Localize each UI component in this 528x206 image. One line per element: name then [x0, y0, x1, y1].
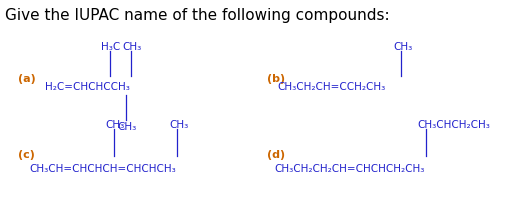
- Text: CH₃CH=CHCHCH=CHCHCH₃: CH₃CH=CHCHCH=CHCHCH₃: [29, 163, 176, 173]
- Text: CH₃: CH₃: [169, 120, 188, 130]
- Text: H₃C: H₃C: [101, 41, 120, 51]
- Text: CH₃CHCH₂CH₃: CH₃CHCH₂CH₃: [417, 120, 490, 130]
- Text: CH₃CH₂CH₂CH=CHCHCH₂CH₃: CH₃CH₂CH₂CH=CHCHCH₂CH₃: [275, 163, 425, 173]
- Text: CH₃: CH₃: [117, 122, 136, 132]
- Text: H₂C=CHCHCCH₃: H₂C=CHCHCCH₃: [45, 82, 130, 91]
- Text: (d): (d): [267, 150, 285, 159]
- Text: CH₃: CH₃: [393, 41, 412, 51]
- Text: (c): (c): [18, 150, 35, 159]
- Text: CH₃: CH₃: [106, 120, 125, 130]
- Text: (a): (a): [18, 73, 36, 83]
- Text: CH₃CH₂CH=CCH₂CH₃: CH₃CH₂CH=CCH₂CH₃: [277, 82, 385, 91]
- Text: CH₃: CH₃: [122, 41, 142, 51]
- Text: (b): (b): [267, 73, 285, 83]
- Text: Give the IUPAC name of the following compounds:: Give the IUPAC name of the following com…: [5, 8, 390, 23]
